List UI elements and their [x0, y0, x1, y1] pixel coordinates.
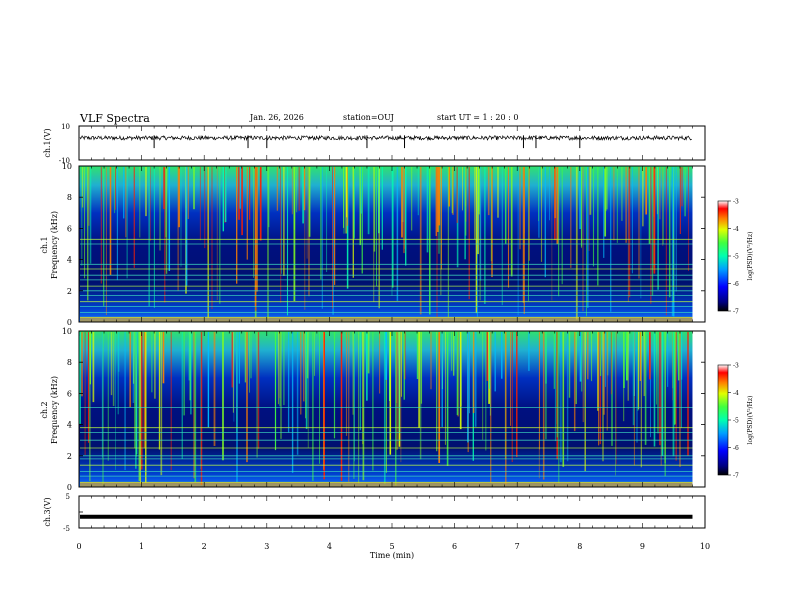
- ch1-waveform-frame: [78, 125, 706, 161]
- ch2-channel-label: ch.2: [40, 401, 49, 418]
- ch2-colorbar: [717, 364, 729, 476]
- ch1-waveform-yticks: 10 -10: [59, 123, 70, 165]
- time-tick-label-3: 3: [264, 542, 269, 551]
- ch1-waveform-ylabel: ch.1(V): [43, 128, 52, 157]
- ch1-waveform-trace: [79, 134, 692, 149]
- ch1-cbar-tick-label-0: -3: [733, 199, 739, 206]
- ch2-ytick-label-4: 8: [67, 358, 72, 367]
- ch1-ytick-label-5: 10: [62, 162, 72, 171]
- ch2-ytick-label-2: 4: [67, 421, 72, 430]
- ch1-cbar-tick-label-3: -6: [733, 281, 739, 288]
- date-label: Jan. 26, 2026: [250, 113, 304, 122]
- ch1-ytick-label-1: 2: [67, 287, 72, 296]
- ch1-ytick-label-0: 10: [61, 123, 70, 131]
- ch2-spectrogram-yticks: 0 2 4 6 8 10: [62, 327, 705, 492]
- ch1-cbar-tick-label-4: -7: [733, 309, 739, 316]
- ch2-cbar-tick-label-4: -7: [733, 473, 739, 480]
- ch1-ytick-label-2: 4: [67, 256, 72, 265]
- ch3-ytick-label-0: 5: [66, 493, 70, 501]
- ch2-cbar-tick-label-1: -4: [733, 390, 739, 397]
- ch1-ytick-label-1: -10: [59, 157, 70, 165]
- ch1-colorbar: [717, 200, 729, 312]
- time-tick-label-6: 6: [452, 542, 457, 551]
- ch2-low-freq-band: [80, 482, 693, 487]
- ch1-channel-label: ch.1: [40, 236, 49, 253]
- ch1-cbar-tick-label-1: -4: [733, 226, 739, 233]
- time-tick-label-1: 1: [139, 542, 144, 551]
- time-tick-label-0: 0: [76, 542, 81, 551]
- ch1-waveform-line: [79, 134, 692, 142]
- time-axis-label: Time (min): [370, 551, 414, 560]
- ch2-colorbar-ticks: -3 -4 -5 -6 -7: [728, 363, 739, 480]
- ch2-ytick-label-3: 6: [67, 389, 72, 398]
- ch1-waveform-panel: 10 -10 ch.1(V): [43, 123, 706, 165]
- figure-title: VLF Spectra: [80, 112, 150, 125]
- time-axis: 0 1 2 3 4 5 6 7 8 9 10: [76, 126, 710, 551]
- start-ut-label: start UT = 1 : 20 : 0: [437, 113, 519, 122]
- ch3-ytick-label-2: -5: [63, 525, 70, 533]
- time-tick-label-10: 10: [700, 542, 710, 551]
- station-label: station=OUJ: [343, 113, 394, 122]
- ch3-waveform-panel: 5 -5 ch.3(V): [43, 493, 706, 533]
- ch1-cbar-tick-label-2: -5: [733, 254, 739, 261]
- ch2-cbar-tick-label-2: -5: [733, 418, 739, 425]
- ch2-spectrogram-image: [79, 331, 693, 487]
- ch1-spectrogram-image: [79, 166, 693, 322]
- time-tick-label-5: 5: [389, 542, 394, 551]
- ch1-ytick-label-0: 0: [67, 318, 72, 327]
- ch2-cbar-tick-label-3: -6: [733, 445, 739, 452]
- ch1-frequency-ylabel: Frequency (kHz): [50, 211, 59, 279]
- ch1-colorbar-label: log(PSD)(V²/Hz): [747, 232, 754, 281]
- time-tick-label-4: 4: [327, 542, 332, 551]
- ch1-spectrogram-yticks: 0 2 4 6 8 10: [62, 162, 705, 327]
- ch2-ytick-label-0: 0: [67, 483, 72, 492]
- time-tick-label-7: 7: [515, 542, 520, 551]
- ch1-ytick-label-3: 6: [67, 224, 72, 233]
- time-tick-label-9: 9: [640, 542, 645, 551]
- ch2-frequency-ylabel: Frequency (kHz): [50, 376, 59, 444]
- ch1-ytick-label-4: 8: [67, 193, 72, 202]
- ch2-ytick-label-1: 2: [67, 452, 72, 461]
- ch1-low-freq-band: [80, 317, 693, 322]
- time-tick-label-8: 8: [577, 542, 582, 551]
- ch1-colorbar-ticks: -3 -4 -5 -6 -7: [728, 199, 739, 316]
- ch2-ytick-label-5: 10: [62, 327, 72, 336]
- ch3-waveform-yticks: 5 -5: [63, 493, 83, 533]
- time-tick-label-2: 2: [202, 542, 207, 551]
- ch3-waveform-ylabel: ch.3(V): [43, 497, 52, 526]
- ch2-colorbar-label: log(PSD)(V²/Hz): [747, 396, 754, 445]
- ch2-cbar-tick-label-0: -3: [733, 363, 739, 370]
